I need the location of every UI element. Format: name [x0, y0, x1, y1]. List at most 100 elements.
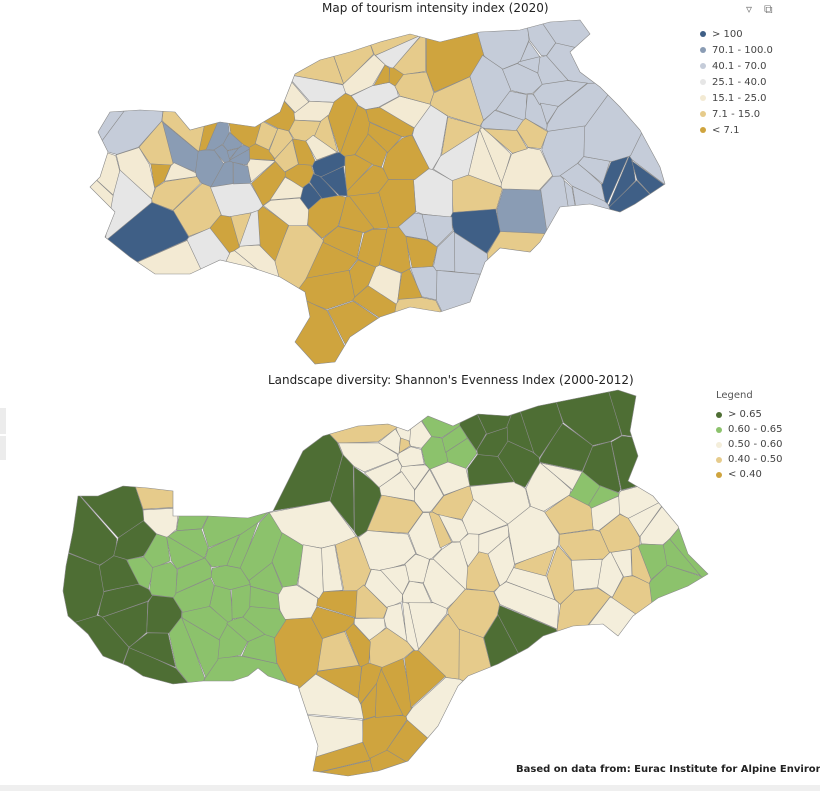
municipality-region[interactable]: [649, 564, 713, 726]
municipality-region[interactable]: [320, 165, 348, 197]
municipality-region[interactable]: [572, 185, 639, 343]
municipality-region[interactable]: [391, 297, 471, 369]
municipality-region[interactable]: [115, 147, 156, 200]
legend-item[interactable]: 0.40 - 0.50: [716, 452, 783, 467]
municipality-region[interactable]: [197, 655, 294, 781]
municipality-region[interactable]: [374, 668, 404, 718]
legend-item[interactable]: > 0.65: [716, 407, 783, 422]
municipality-region[interactable]: [631, 545, 652, 584]
legend-item[interactable]: 15.1 - 25.0: [700, 90, 773, 106]
municipality-region[interactable]: [608, 179, 671, 369]
municipality-region[interactable]: [357, 662, 383, 705]
legend-item[interactable]: 25.1 - 40.0: [700, 74, 773, 90]
municipality-region[interactable]: [238, 210, 261, 247]
landscape-diversity-map[interactable]: [58, 386, 718, 786]
municipality-region[interactable]: [404, 650, 446, 709]
municipality-region[interactable]: [486, 231, 652, 370]
municipality-region[interactable]: [149, 561, 178, 598]
legend-item[interactable]: < 7.1: [700, 122, 773, 138]
municipality-region[interactable]: [610, 435, 712, 491]
municipality-region[interactable]: [500, 147, 553, 191]
municipality-region[interactable]: [218, 38, 296, 132]
municipality-region[interactable]: [378, 179, 417, 228]
municipality-region[interactable]: [268, 500, 357, 549]
municipality-region[interactable]: [436, 269, 542, 369]
legend-label: < 0.40: [728, 469, 762, 480]
municipality-region[interactable]: [445, 437, 478, 469]
municipality-region[interactable]: [421, 213, 453, 248]
municipality-region[interactable]: [627, 498, 668, 538]
municipality-region[interactable]: [379, 471, 415, 502]
legend-item[interactable]: 0.60 - 0.65: [716, 422, 783, 437]
legend-item[interactable]: 70.1 - 100.0: [700, 42, 773, 58]
municipality-region[interactable]: [212, 144, 231, 163]
municipality-region[interactable]: [204, 534, 240, 568]
municipality-region[interactable]: [166, 528, 209, 559]
municipality-region[interactable]: [382, 134, 430, 181]
municipality-region[interactable]: [516, 118, 549, 150]
municipality-region[interactable]: [337, 442, 399, 473]
municipality-region[interactable]: [321, 544, 344, 593]
municipality-region[interactable]: [242, 606, 287, 639]
municipality-region[interactable]: [58, 615, 130, 781]
municipality-region[interactable]: [246, 158, 276, 183]
municipality-region[interactable]: [497, 440, 541, 488]
legend-swatch: [716, 411, 722, 418]
municipality-region[interactable]: [233, 161, 252, 185]
municipality-region[interactable]: [354, 584, 388, 619]
legend-label: 7.1 - 15.0: [712, 108, 761, 120]
municipality-region[interactable]: [583, 58, 670, 162]
municipality-region[interactable]: [305, 134, 338, 161]
municipality-region[interactable]: [383, 602, 408, 643]
legend-item[interactable]: < 0.40: [716, 467, 783, 482]
municipality-region[interactable]: [58, 386, 145, 539]
municipality-region[interactable]: [362, 715, 408, 759]
legend-title: Legend: [716, 390, 753, 401]
legend-item[interactable]: 40.1 - 70.0: [700, 58, 773, 74]
municipality-region[interactable]: [142, 507, 180, 538]
municipality-region[interactable]: [146, 594, 183, 634]
municipality-region[interactable]: [437, 514, 470, 543]
municipality-region[interactable]: [377, 428, 401, 455]
municipality-region[interactable]: [365, 107, 415, 138]
municipality-region[interactable]: [338, 195, 375, 234]
municipality-region[interactable]: [540, 462, 583, 491]
municipality-region[interactable]: [429, 76, 484, 127]
municipality-region[interactable]: [373, 64, 390, 87]
municipality-region[interactable]: [248, 562, 283, 595]
municipality-region[interactable]: [413, 468, 444, 513]
municipality-region[interactable]: [204, 15, 345, 85]
municipality-region[interactable]: [496, 188, 549, 235]
filter-icon[interactable]: ▿: [746, 2, 753, 16]
municipality-region[interactable]: [379, 564, 410, 596]
municipality-region[interactable]: [597, 551, 624, 598]
municipality-region[interactable]: [342, 53, 386, 96]
legend-item[interactable]: 0.50 - 0.60: [716, 437, 783, 452]
municipality-region[interactable]: [181, 617, 221, 678]
municipality-region[interactable]: [323, 226, 363, 259]
municipality-region[interactable]: [588, 485, 620, 509]
municipality-region[interactable]: [98, 555, 140, 592]
municipality-region[interactable]: [461, 499, 509, 535]
municipality-region[interactable]: [327, 93, 359, 153]
municipality-region[interactable]: [226, 148, 239, 160]
municipality-region[interactable]: [507, 505, 560, 565]
municipality-region[interactable]: [517, 56, 541, 74]
municipality-region[interactable]: [230, 386, 343, 513]
tourism-intensity-map[interactable]: [80, 12, 680, 372]
legend-swatch: [700, 127, 706, 133]
municipality-region[interactable]: [398, 437, 411, 454]
municipality-region[interactable]: [228, 148, 251, 166]
municipality-region[interactable]: [176, 428, 242, 532]
municipality-region[interactable]: [546, 545, 575, 605]
municipality-region[interactable]: [497, 604, 578, 765]
municipality-region[interactable]: [428, 511, 453, 549]
legend-item[interactable]: 7.1 - 15.0: [700, 106, 773, 122]
municipality-region[interactable]: [663, 538, 702, 576]
municipality-region[interactable]: [483, 128, 528, 154]
municipality-region[interactable]: [163, 162, 197, 182]
focus-mode-icon[interactable]: ⧉: [764, 2, 773, 16]
municipality-region[interactable]: [354, 133, 388, 168]
municipality-region[interactable]: [493, 581, 560, 630]
legend-item[interactable]: > 100: [700, 26, 773, 42]
